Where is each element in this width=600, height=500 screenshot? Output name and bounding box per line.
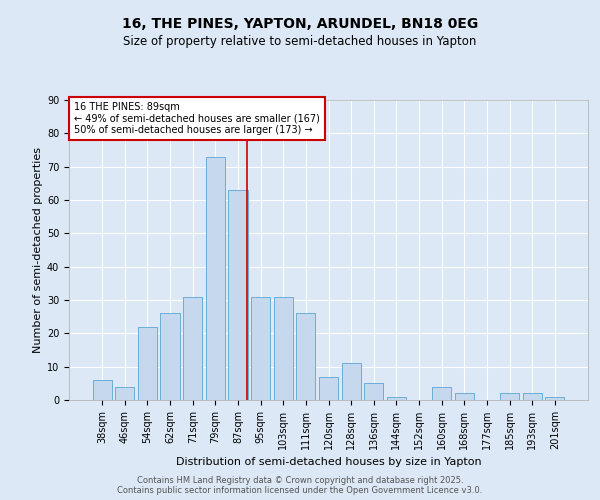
Bar (251, 296, 270, 400)
Bar (274, 296, 293, 400)
Text: Contains HM Land Registry data © Crown copyright and database right 2025.
Contai: Contains HM Land Registry data © Crown c… (118, 476, 482, 495)
Bar (432, 386, 451, 400)
X-axis label: Distribution of semi-detached houses by size in Yapton: Distribution of semi-detached houses by … (176, 458, 481, 468)
Bar (206, 156, 225, 400)
Bar (387, 396, 406, 400)
Bar (138, 326, 157, 400)
Bar (523, 394, 542, 400)
Text: 16, THE PINES, YAPTON, ARUNDEL, BN18 0EG: 16, THE PINES, YAPTON, ARUNDEL, BN18 0EG (122, 18, 478, 32)
Bar (545, 396, 565, 400)
Bar (341, 364, 361, 400)
Bar (319, 376, 338, 400)
Bar (92, 380, 112, 400)
Text: 16 THE PINES: 89sqm
← 49% of semi-detached houses are smaller (167)
50% of semi-: 16 THE PINES: 89sqm ← 49% of semi-detach… (74, 102, 320, 134)
Y-axis label: Number of semi-detached properties: Number of semi-detached properties (33, 147, 43, 353)
Bar (160, 314, 180, 400)
Bar (296, 314, 316, 400)
Bar (500, 394, 519, 400)
Bar (229, 190, 248, 400)
Bar (455, 394, 474, 400)
Bar (115, 386, 134, 400)
Bar (183, 296, 202, 400)
Text: Size of property relative to semi-detached houses in Yapton: Size of property relative to semi-detach… (124, 35, 476, 48)
Bar (364, 384, 383, 400)
